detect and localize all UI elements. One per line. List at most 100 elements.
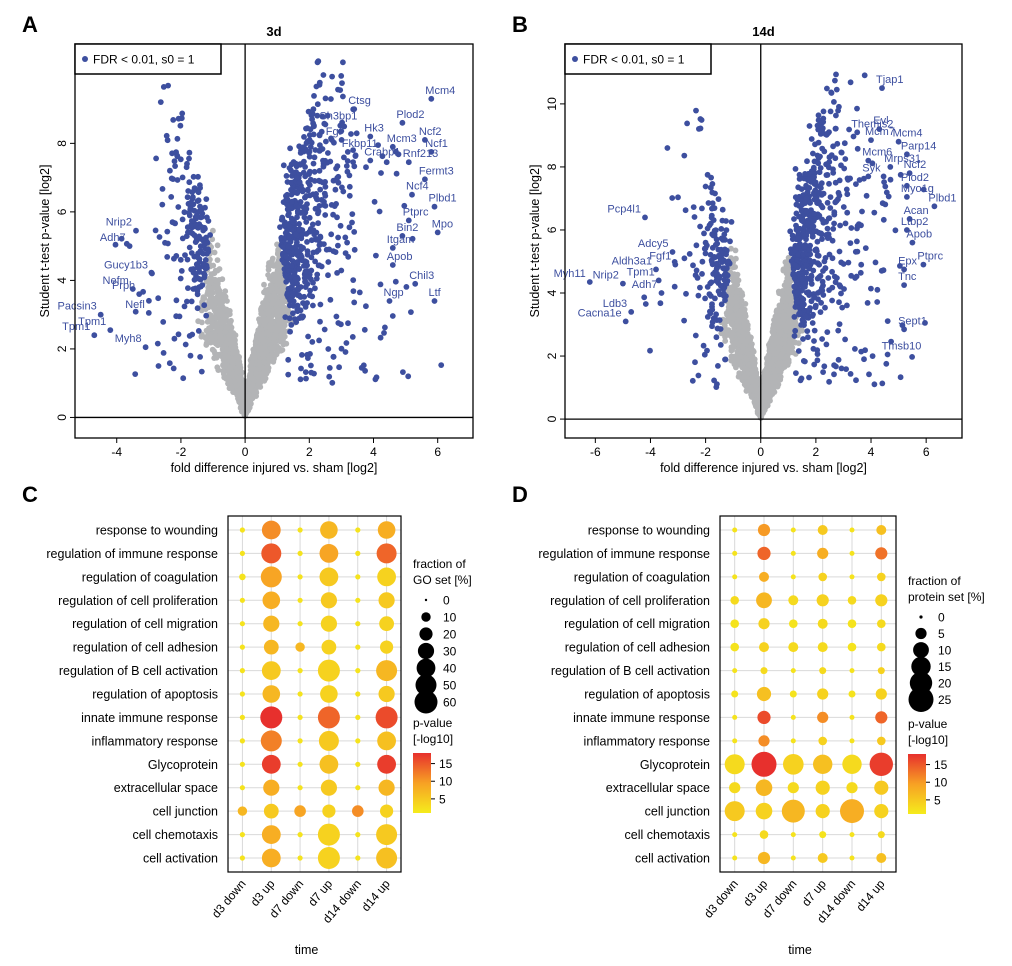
significant-point xyxy=(298,150,304,156)
background-point xyxy=(731,355,737,361)
significant-point xyxy=(318,302,324,308)
background-point xyxy=(230,371,236,377)
background-point xyxy=(261,338,267,344)
background-point xyxy=(729,330,735,336)
significant-point xyxy=(199,369,205,375)
background-point xyxy=(222,329,228,335)
background-point xyxy=(778,353,784,359)
significant-point xyxy=(300,161,306,167)
background-point xyxy=(739,335,745,341)
background-point xyxy=(754,404,760,410)
x-tick-label: 4 xyxy=(370,445,377,459)
significant-point xyxy=(363,303,369,309)
significant-point xyxy=(331,178,337,184)
significant-point xyxy=(377,209,383,215)
significant-point xyxy=(289,263,295,269)
significant-point xyxy=(351,229,357,235)
background-point xyxy=(234,391,240,397)
background-point xyxy=(272,339,278,345)
significant-point xyxy=(373,376,379,382)
background-point xyxy=(765,382,771,388)
significant-point xyxy=(172,158,178,164)
significant-point xyxy=(317,142,323,148)
significant-point xyxy=(304,125,310,131)
significant-point xyxy=(185,285,191,291)
significant-point xyxy=(132,371,138,377)
background-point xyxy=(215,257,221,263)
significant-point xyxy=(299,232,305,238)
significant-point xyxy=(203,257,209,263)
x-tick-label: 2 xyxy=(306,445,313,459)
significant-point xyxy=(323,139,329,145)
significant-point xyxy=(381,330,387,336)
background-point xyxy=(771,367,777,373)
significant-point xyxy=(186,179,192,185)
background-point xyxy=(793,340,799,346)
significant-point xyxy=(196,276,202,282)
significant-point xyxy=(294,190,300,196)
y-tick-label: 8 xyxy=(55,140,69,147)
significant-point xyxy=(363,164,369,170)
background-point xyxy=(733,365,739,371)
significant-point xyxy=(185,230,191,236)
significant-point xyxy=(280,244,286,250)
significant-point xyxy=(335,174,341,180)
significant-point xyxy=(329,74,335,80)
background-point xyxy=(736,311,742,317)
background-point xyxy=(264,301,270,307)
significant-point xyxy=(281,260,287,266)
significant-point xyxy=(183,342,189,348)
significant-point xyxy=(180,236,186,242)
significant-point xyxy=(310,303,316,309)
background-point xyxy=(275,299,281,305)
y-tick-label: 4 xyxy=(55,277,69,284)
gene-label-mcm3: Mcm3 xyxy=(387,133,417,145)
significant-point xyxy=(298,376,304,382)
significant-point xyxy=(203,196,209,202)
background-point xyxy=(222,361,228,367)
significant-point xyxy=(196,328,202,334)
significant-point xyxy=(345,320,351,326)
background-point xyxy=(265,272,271,278)
background-point xyxy=(736,374,742,380)
significant-point xyxy=(315,197,321,203)
significant-point xyxy=(157,234,163,240)
significant-point xyxy=(348,131,354,137)
gene-label-gucy1b3: Gucy1b3 xyxy=(104,260,148,272)
significant-point xyxy=(334,270,340,276)
significant-point xyxy=(307,154,313,160)
background-point xyxy=(733,306,739,312)
significant-point xyxy=(305,334,311,340)
chart-title: 3d xyxy=(266,24,281,39)
significant-point xyxy=(293,319,299,325)
significant-point xyxy=(338,223,344,229)
background-point xyxy=(731,278,737,284)
background-point xyxy=(749,394,755,400)
background-point xyxy=(776,325,782,331)
gene-point-adh7 xyxy=(127,243,133,249)
significant-point xyxy=(296,287,302,293)
significant-point xyxy=(300,187,306,193)
significant-point xyxy=(321,164,327,170)
background-point xyxy=(767,345,773,351)
background-point xyxy=(212,305,218,311)
significant-point xyxy=(171,256,177,262)
significant-point xyxy=(167,168,173,174)
significant-point xyxy=(311,132,317,138)
significant-point xyxy=(197,354,203,360)
significant-point xyxy=(339,80,345,86)
gene-label-rnf213: Rnf213 xyxy=(403,148,438,160)
background-point xyxy=(275,251,281,257)
gene-label-itgam: Itgam xyxy=(387,234,415,246)
significant-point xyxy=(311,161,317,167)
significant-point xyxy=(310,250,316,256)
significant-point xyxy=(295,292,301,298)
significant-point xyxy=(293,161,299,167)
significant-point xyxy=(394,171,400,177)
gene-label-hk3: Hk3 xyxy=(364,123,384,135)
significant-point xyxy=(178,123,184,129)
significant-point xyxy=(293,277,299,283)
significant-point xyxy=(334,214,340,220)
gene-point-nefl xyxy=(146,310,152,316)
